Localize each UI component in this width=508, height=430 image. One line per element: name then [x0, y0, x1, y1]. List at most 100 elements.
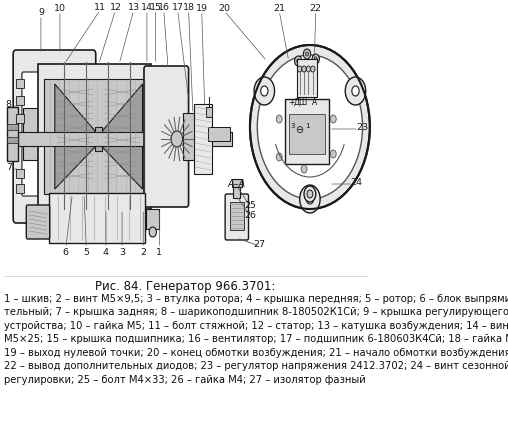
Circle shape	[276, 116, 282, 124]
Text: Д: Д	[294, 98, 300, 107]
Text: 20: 20	[218, 3, 231, 12]
Text: 21: 21	[273, 3, 285, 12]
Text: регулировки; 25 – болт М4×33; 26 – гайка М4; 27 – изолятор фазный: регулировки; 25 – болт М4×33; 26 – гайка…	[5, 374, 366, 384]
Bar	[233, 187, 240, 199]
Text: 24: 24	[350, 178, 362, 187]
FancyBboxPatch shape	[23, 109, 39, 161]
Bar	[44, 80, 146, 194]
Text: устройства; 10 – гайка М5; 11 – болт стяжной; 12 – статор; 13 – катушка возбужде: устройства; 10 – гайка М5; 11 – болт стя…	[5, 320, 508, 330]
Text: 22 – вывод дополнительных диодов; 23 – регулятор напряжения 2412.3702; 24 – винт: 22 – вывод дополнительных диодов; 23 – р…	[5, 361, 508, 371]
Circle shape	[307, 190, 313, 199]
Text: 14: 14	[141, 3, 153, 12]
FancyBboxPatch shape	[49, 194, 145, 243]
Text: 19 – выход нулевой точки; 20 – конец обмотки возбуждения; 21 – начало обмотки во: 19 – выход нулевой точки; 20 – конец обм…	[5, 347, 508, 357]
Text: 3: 3	[290, 123, 295, 129]
Circle shape	[300, 186, 320, 214]
Bar	[285, 100, 329, 165]
FancyBboxPatch shape	[16, 184, 24, 193]
Text: 13: 13	[128, 3, 140, 12]
Bar	[7, 138, 18, 144]
Circle shape	[306, 194, 313, 205]
FancyBboxPatch shape	[16, 169, 24, 178]
Circle shape	[250, 46, 370, 209]
Circle shape	[276, 154, 282, 162]
Circle shape	[314, 58, 317, 62]
Text: 1: 1	[156, 248, 163, 257]
FancyBboxPatch shape	[16, 79, 24, 88]
Circle shape	[305, 53, 308, 57]
Bar	[206, 108, 212, 118]
Bar	[7, 125, 18, 131]
Text: 1 – шкив; 2 – винт М5×9,5; 3 – втулка ротора; 4 – крышка передняя; 5 – ротор; 6 : 1 – шкив; 2 – винт М5×9,5; 3 – втулка ро…	[5, 293, 508, 303]
Text: А–А: А–А	[227, 178, 245, 189]
Circle shape	[149, 227, 156, 237]
Circle shape	[330, 116, 336, 124]
Bar	[146, 209, 160, 230]
Text: 26: 26	[245, 211, 257, 219]
Text: 6: 6	[63, 248, 69, 257]
Bar	[230, 203, 244, 230]
Bar	[7, 108, 18, 162]
Text: Ш: Ш	[299, 98, 307, 107]
Circle shape	[330, 150, 336, 159]
Text: 7: 7	[6, 163, 12, 172]
Bar	[232, 180, 242, 187]
Text: М5×25; 15 – крышка подшипника; 16 – вентилятор; 17 – подшипник 6-180603К4Сй; 18 : М5×25; 15 – крышка подшипника; 16 – вент…	[5, 334, 508, 344]
Text: 10: 10	[54, 3, 66, 12]
Text: 9: 9	[38, 7, 44, 16]
Text: А: А	[312, 98, 317, 107]
Circle shape	[254, 78, 274, 106]
FancyBboxPatch shape	[13, 51, 96, 224]
FancyBboxPatch shape	[26, 206, 50, 240]
Circle shape	[301, 166, 307, 174]
Circle shape	[352, 87, 359, 97]
Bar	[194, 105, 212, 175]
Text: 19: 19	[196, 3, 208, 12]
FancyBboxPatch shape	[144, 67, 188, 208]
Text: 1: 1	[305, 123, 309, 129]
Text: 27: 27	[253, 240, 266, 249]
Circle shape	[302, 67, 306, 73]
Text: 4: 4	[103, 248, 109, 257]
Text: 2: 2	[140, 248, 146, 257]
Text: тельный; 7 – крышка задняя; 8 – шарикоподшипник 8-180502К1Сй; 9 – крышка регулир: тельный; 7 – крышка задняя; 8 – шарикопо…	[5, 307, 508, 317]
Circle shape	[298, 67, 302, 73]
Text: 3: 3	[119, 248, 125, 257]
Text: 25: 25	[245, 200, 257, 209]
Circle shape	[304, 187, 316, 203]
Circle shape	[297, 60, 300, 64]
Polygon shape	[55, 85, 95, 190]
FancyBboxPatch shape	[22, 73, 87, 197]
Text: 16: 16	[157, 3, 170, 12]
Text: +: +	[289, 98, 295, 107]
Bar	[208, 128, 230, 141]
FancyBboxPatch shape	[16, 114, 24, 123]
FancyBboxPatch shape	[183, 114, 201, 161]
Circle shape	[257, 56, 363, 200]
Text: 15: 15	[150, 3, 162, 12]
Bar	[95, 128, 102, 152]
Bar	[289, 115, 325, 155]
Text: 11: 11	[94, 3, 106, 12]
Text: 22: 22	[310, 3, 322, 12]
Bar	[16, 133, 232, 147]
Text: 8: 8	[6, 100, 12, 109]
Text: 23: 23	[357, 123, 369, 132]
Text: 5: 5	[83, 248, 89, 257]
Text: ⊖: ⊖	[296, 125, 304, 135]
Text: 17: 17	[172, 3, 183, 12]
Text: Рис. 84. Генератор 966.3701:: Рис. 84. Генератор 966.3701:	[96, 280, 276, 292]
Circle shape	[310, 67, 315, 73]
Polygon shape	[102, 85, 143, 190]
Text: 18: 18	[182, 3, 195, 12]
Circle shape	[345, 78, 366, 106]
Bar	[297, 60, 317, 98]
Circle shape	[295, 57, 302, 67]
Text: 12: 12	[110, 3, 121, 12]
Bar	[38, 65, 151, 209]
Circle shape	[261, 87, 268, 97]
Circle shape	[303, 50, 310, 60]
Circle shape	[171, 132, 183, 147]
FancyBboxPatch shape	[16, 96, 24, 105]
Circle shape	[312, 55, 320, 65]
